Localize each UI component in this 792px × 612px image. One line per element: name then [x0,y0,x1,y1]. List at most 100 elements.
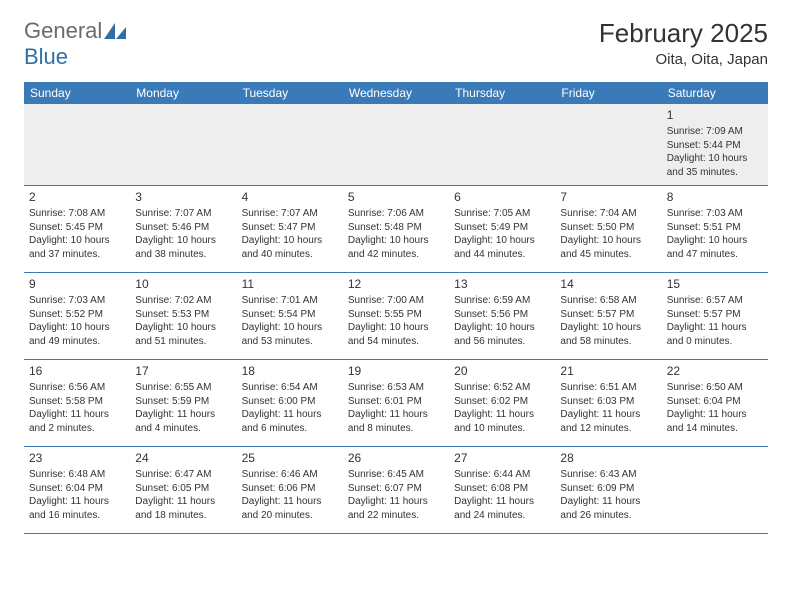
day-sunset: Sunset: 6:04 PM [29,482,125,496]
day-daylight: Daylight: 11 hours and 6 minutes. [242,408,338,435]
weekday-monday: Monday [130,82,236,104]
day-sunset: Sunset: 5:53 PM [135,308,231,322]
day-sunset: Sunset: 6:00 PM [242,395,338,409]
day-sunset: Sunset: 5:46 PM [135,221,231,235]
day-sunset: Sunset: 5:47 PM [242,221,338,235]
day-cell [24,104,130,185]
day-number: 17 [135,363,231,379]
day-daylight: Daylight: 10 hours and 38 minutes. [135,234,231,261]
day-cell: 9Sunrise: 7:03 AMSunset: 5:52 PMDaylight… [24,273,130,359]
day-cell [555,104,661,185]
day-number: 4 [242,189,338,205]
day-number: 28 [560,450,656,466]
day-cell: 20Sunrise: 6:52 AMSunset: 6:02 PMDayligh… [449,360,555,446]
day-sunset: Sunset: 6:09 PM [560,482,656,496]
day-number: 18 [242,363,338,379]
day-sunset: Sunset: 5:58 PM [29,395,125,409]
day-cell: 5 Sunrise: 7:06 AMSunset: 5:48 PMDaylight… [343,186,449,272]
day-sunrise: Sunrise: 7:02 AM [135,294,231,308]
logo: General [24,18,128,44]
day-cell: 14Sunrise: 6:58 AMSunset: 5:57 PMDayligh… [555,273,661,359]
day-cell: 28Sunrise: 6:43 AMSunset: 6:09 PMDayligh… [555,447,661,533]
week-row: 2Sunrise: 7:08 AMSunset: 5:45 PMDaylight… [24,186,768,273]
day-number: 15 [667,276,763,292]
day-sunset: Sunset: 5:49 PM [454,221,550,235]
day-daylight: Daylight: 10 hours and 58 minutes. [560,321,656,348]
day-sunrise: Sunrise: 6:56 AM [29,381,125,395]
day-sunrise: Sunrise: 6:59 AM [454,294,550,308]
day-sunset: Sunset: 5:44 PM [667,139,763,153]
day-cell: 10Sunrise: 7:02 AMSunset: 5:53 PMDayligh… [130,273,236,359]
day-cell [449,104,555,185]
day-daylight: Daylight: 10 hours and 42 minutes. [348,234,444,261]
day-cell: 27Sunrise: 6:44 AMSunset: 6:08 PMDayligh… [449,447,555,533]
day-number: 5 [348,189,444,205]
day-number: 20 [454,363,550,379]
logo-text-general: General [24,18,102,44]
day-number: 19 [348,363,444,379]
day-sunset: Sunset: 6:07 PM [348,482,444,496]
day-cell: 11Sunrise: 7:01 AMSunset: 5:54 PMDayligh… [237,273,343,359]
day-daylight: Daylight: 11 hours and 8 minutes. [348,408,444,435]
day-sunset: Sunset: 5:54 PM [242,308,338,322]
day-sunset: Sunset: 5:51 PM [667,221,763,235]
day-cell: 19Sunrise: 6:53 AMSunset: 6:01 PMDayligh… [343,360,449,446]
day-sunrise: Sunrise: 6:53 AM [348,381,444,395]
day-number: 9 [29,276,125,292]
day-number: 10 [135,276,231,292]
day-daylight: Daylight: 11 hours and 26 minutes. [560,495,656,522]
day-daylight: Daylight: 11 hours and 0 minutes. [667,321,763,348]
day-daylight: Daylight: 10 hours and 45 minutes. [560,234,656,261]
day-cell: 2Sunrise: 7:08 AMSunset: 5:45 PMDaylight… [24,186,130,272]
day-sunset: Sunset: 6:06 PM [242,482,338,496]
day-cell: 23Sunrise: 6:48 AMSunset: 6:04 PMDayligh… [24,447,130,533]
day-sunset: Sunset: 5:48 PM [348,221,444,235]
calendar-grid: Sunday Monday Tuesday Wednesday Thursday… [24,82,768,534]
day-sunrise: Sunrise: 6:52 AM [454,381,550,395]
week-row: 9Sunrise: 7:03 AMSunset: 5:52 PMDaylight… [24,273,768,360]
day-cell: 22Sunrise: 6:50 AMSunset: 6:04 PMDayligh… [662,360,768,446]
day-number: 22 [667,363,763,379]
day-daylight: Daylight: 11 hours and 2 minutes. [29,408,125,435]
day-cell: 6Sunrise: 7:05 AMSunset: 5:49 PMDaylight… [449,186,555,272]
day-number: 8 [667,189,763,205]
day-daylight: Daylight: 10 hours and 49 minutes. [29,321,125,348]
day-sunrise: Sunrise: 7:01 AM [242,294,338,308]
day-sunset: Sunset: 5:50 PM [560,221,656,235]
day-sunrise: Sunrise: 6:54 AM [242,381,338,395]
day-number: 7 [560,189,656,205]
day-sunset: Sunset: 5:57 PM [667,308,763,322]
day-sunrise: Sunrise: 6:44 AM [454,468,550,482]
day-sunset: Sunset: 5:55 PM [348,308,444,322]
day-cell [343,104,449,185]
day-daylight: Daylight: 11 hours and 4 minutes. [135,408,231,435]
day-daylight: Daylight: 10 hours and 37 minutes. [29,234,125,261]
day-number: 25 [242,450,338,466]
day-sunrise: Sunrise: 6:46 AM [242,468,338,482]
day-sunrise: Sunrise: 7:06 AM [348,207,444,221]
day-sunset: Sunset: 5:52 PM [29,308,125,322]
day-sunrise: Sunrise: 6:47 AM [135,468,231,482]
day-cell [662,447,768,533]
day-sunset: Sunset: 5:59 PM [135,395,231,409]
day-daylight: Daylight: 11 hours and 24 minutes. [454,495,550,522]
day-number: 16 [29,363,125,379]
day-daylight: Daylight: 10 hours and 53 minutes. [242,321,338,348]
day-cell: 25Sunrise: 6:46 AMSunset: 6:06 PMDayligh… [237,447,343,533]
day-cell [130,104,236,185]
day-daylight: Daylight: 10 hours and 54 minutes. [348,321,444,348]
day-sunrise: Sunrise: 7:05 AM [454,207,550,221]
day-sunset: Sunset: 6:03 PM [560,395,656,409]
day-cell: 3Sunrise: 7:07 AMSunset: 5:46 PMDaylight… [130,186,236,272]
day-daylight: Daylight: 11 hours and 14 minutes. [667,408,763,435]
day-daylight: Daylight: 10 hours and 35 minutes. [667,152,763,179]
day-number: 24 [135,450,231,466]
day-number: 1 [667,107,763,123]
day-number: 26 [348,450,444,466]
day-number: 2 [29,189,125,205]
week-row: 16Sunrise: 6:56 AMSunset: 5:58 PMDayligh… [24,360,768,447]
day-sunrise: Sunrise: 6:50 AM [667,381,763,395]
day-cell: 21Sunrise: 6:51 AMSunset: 6:03 PMDayligh… [555,360,661,446]
day-cell: 15Sunrise: 6:57 AMSunset: 5:57 PMDayligh… [662,273,768,359]
weekday-wednesday: Wednesday [343,82,449,104]
